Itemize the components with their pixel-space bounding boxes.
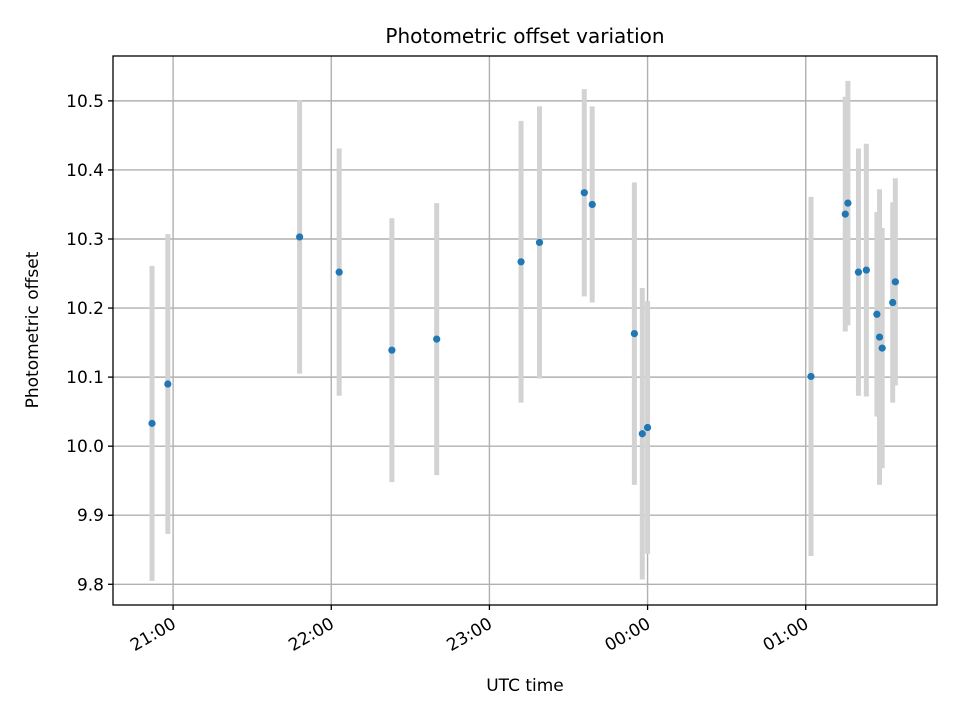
data-point bbox=[535, 238, 544, 247]
y-tick-label: 10.5 bbox=[66, 92, 104, 112]
data-point bbox=[878, 344, 886, 352]
data-point bbox=[854, 268, 863, 276]
x-axis-label: UTC time bbox=[486, 676, 564, 696]
data-point bbox=[580, 189, 588, 197]
data-point bbox=[873, 310, 881, 318]
plot-frame bbox=[112, 55, 938, 606]
data-point bbox=[296, 233, 304, 241]
data-point bbox=[517, 258, 525, 266]
x-tick-label: 01:00 bbox=[760, 614, 812, 656]
data-point bbox=[844, 199, 852, 207]
y-tick-label: 10.1 bbox=[66, 368, 104, 388]
data-point bbox=[807, 372, 815, 381]
data-point bbox=[889, 298, 897, 307]
data-point bbox=[638, 430, 646, 438]
data-point bbox=[862, 266, 870, 274]
point-layer bbox=[148, 189, 899, 438]
y-tick-label: 10.0 bbox=[66, 437, 104, 457]
data-point bbox=[875, 333, 884, 341]
y-tick-label: 9.9 bbox=[77, 506, 104, 526]
y-tick-label: 10.4 bbox=[66, 161, 104, 181]
x-tick-label: 23:00 bbox=[443, 614, 495, 656]
data-point bbox=[164, 380, 172, 388]
data-point bbox=[335, 268, 343, 276]
data-point bbox=[148, 419, 156, 427]
grid-layer bbox=[113, 56, 937, 605]
errorbar-layer bbox=[149, 80, 898, 581]
y-tick-label: 10.3 bbox=[66, 230, 104, 250]
chart-title: Photometric offset variation bbox=[385, 24, 664, 48]
x-tick-label: 21:00 bbox=[127, 614, 179, 656]
y-axis-label: Photometric offset bbox=[23, 251, 43, 408]
data-point bbox=[388, 346, 396, 354]
data-point bbox=[588, 200, 596, 209]
data-point bbox=[891, 278, 899, 286]
data-point bbox=[643, 423, 652, 432]
x-tick-label: 00:00 bbox=[602, 614, 654, 656]
data-point bbox=[433, 335, 441, 343]
data-point bbox=[841, 210, 849, 218]
y-tick-label: 10.2 bbox=[66, 299, 104, 319]
y-tick-label: 9.8 bbox=[77, 575, 104, 595]
x-tick-label: 22:00 bbox=[285, 614, 337, 656]
data-point bbox=[630, 330, 638, 338]
